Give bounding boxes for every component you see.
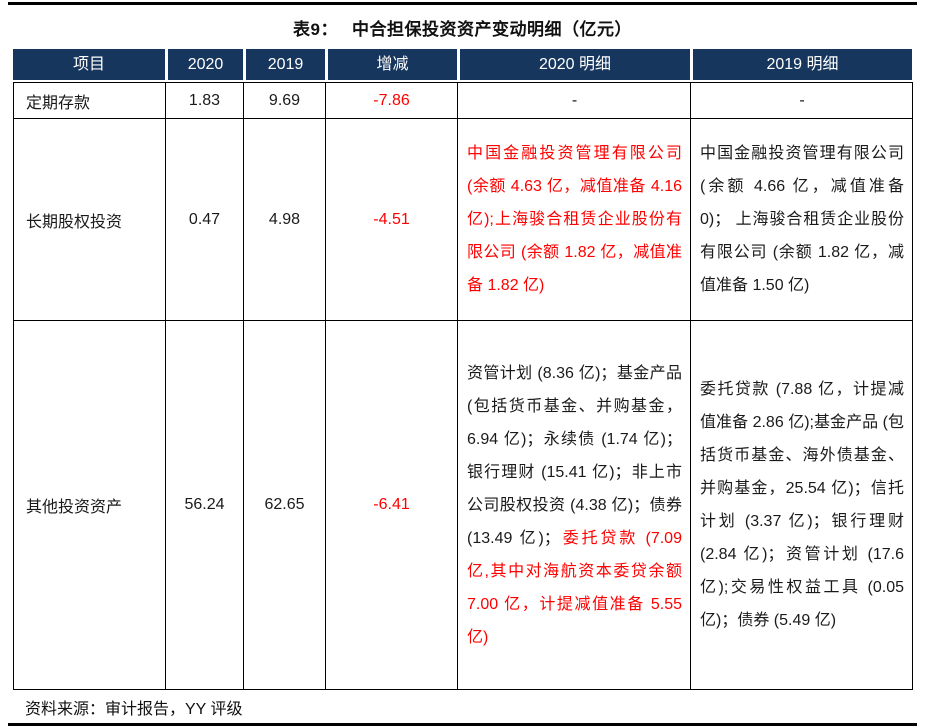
source-note: 资料来源：审计报告，YY 评级 [25,701,243,718]
header-2019-detail: 2019 明细 [690,49,912,80]
cell-2019-detail: 委托贷款 (7.88 亿，计提减值准备 2.86 亿);基金产品 (包括货币基金… [690,320,913,690]
header-change: 增减 [325,49,457,80]
header-2019: 2019 [243,49,325,80]
table-title-text: 中合担保投资资产变动明细（亿元） [351,20,632,39]
cell-2019-value: 62.65 [243,320,326,690]
detail-text: 中国金融投资管理有限公司 (余额 4.66 亿，减值准备 0)； 上海骏合租赁企… [700,145,904,294]
detail-text: 资管计划 (8.36 亿)；基金产品 (包括货币基金、并购基金，6.94 亿)；… [467,364,682,547]
bottom-rule [8,723,917,726]
cell-2019-value: 4.98 [243,118,326,321]
cell-2020-value: 1.83 [165,82,244,119]
table-row: 其他投资资产 56.24 62.65 -6.41 资管计划 (8.36 亿)；基… [13,320,913,690]
cell-2020-value: 56.24 [165,320,244,690]
detail-text: 委托贷款 (7.88 亿，计提减值准备 2.86 亿);基金产品 (包括货币基金… [700,381,904,629]
top-rule [8,2,917,5]
table-title: 表9： 中合担保投资资产变动明细（亿元） [0,5,925,49]
cell-2020-value: 0.47 [165,118,244,321]
cell-item: 定期存款 [13,82,166,119]
detail-text: - [799,91,805,109]
cell-2020-detail: 中国金融投资管理有限公司 (余额 4.63 亿，减值准备 4.16 亿);上海骏… [457,118,691,321]
cell-2019-detail: 中国金融投资管理有限公司 (余额 4.66 亿，减值准备 0)； 上海骏合租赁企… [690,118,913,321]
cell-change-value: -4.51 [325,118,458,321]
detail-text: - [571,91,578,109]
cell-item: 其他投资资产 [13,320,166,690]
cell-change-value: -6.41 [325,320,458,690]
cell-2019-value: 9.69 [243,82,326,119]
header-2020: 2020 [165,49,243,80]
cell-2020-detail: 资管计划 (8.36 亿)；基金产品 (包括货币基金、并购基金，6.94 亿)；… [457,320,691,690]
table-row: 长期股权投资 0.47 4.98 -4.51 中国金融投资管理有限公司 (余额 … [13,118,913,321]
header-2020-detail: 2020 明细 [457,49,690,80]
data-table: 定期存款 1.83 9.69 -7.86 - - 长期股权投资 0.47 4.9… [13,82,913,690]
cell-item: 长期股权投资 [13,118,166,321]
cell-2020-detail: - [457,82,691,119]
cell-change-value: -7.86 [325,82,458,119]
table-row: 定期存款 1.83 9.69 -7.86 - - [13,82,913,119]
detail-text-highlight: 委托贷款 (7.09 亿,其中对海航资本委贷余额 7.00 亿，计提减值准备 5… [467,529,682,646]
table-number-label: 表9： [293,20,338,39]
cell-2019-detail: - [690,82,913,119]
detail-text-highlight: 中国金融投资管理有限公司 (余额 4.63 亿，减值准备 4.16 亿);上海骏… [467,145,682,294]
header-item: 项目 [13,49,165,80]
table-header-row: 项目 2020 2019 增减 2020 明细 2019 明细 [13,49,912,80]
